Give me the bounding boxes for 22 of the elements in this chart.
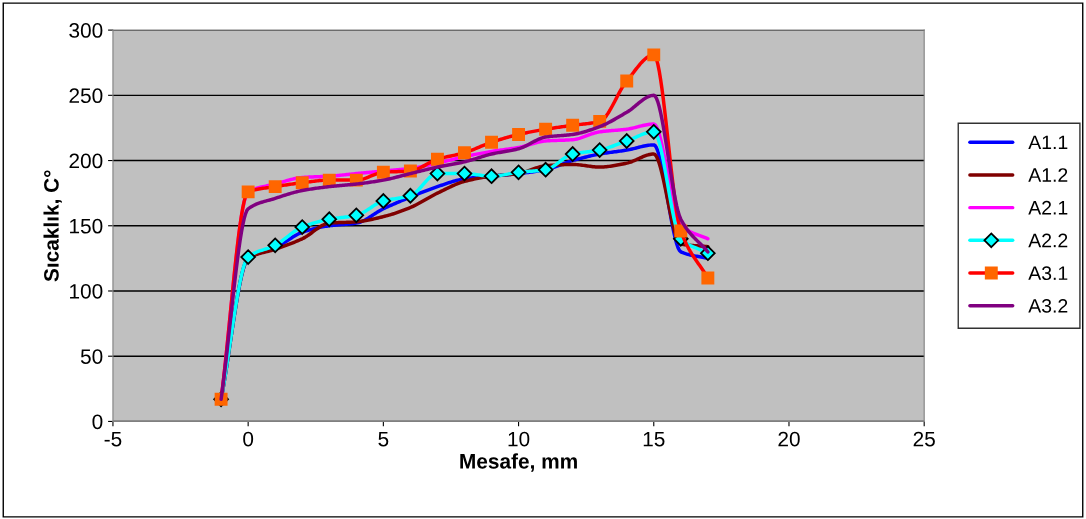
y-tick-label: 100 bbox=[70, 283, 103, 299]
x-tick-label: 25 bbox=[913, 431, 935, 447]
legend-label: A2.2 bbox=[1028, 233, 1068, 248]
y-tick-label: 300 bbox=[69, 23, 103, 38]
x-tick-label: 10 bbox=[508, 431, 530, 447]
x-axis-title: Mesafe, mm bbox=[460, 453, 577, 472]
legend-label: A3.1 bbox=[1028, 266, 1068, 281]
legend-label: A1.2 bbox=[1028, 168, 1068, 182]
y-tick-label: 150 bbox=[70, 218, 103, 234]
y-tick-label: 50 bbox=[80, 349, 103, 364]
legend-label: A2.1 bbox=[1028, 200, 1068, 215]
x-tick-label: -5 bbox=[104, 431, 122, 447]
y-tick-label: 250 bbox=[69, 88, 103, 104]
x-tick-label: 15 bbox=[643, 431, 665, 447]
y-tick-label: 0 bbox=[92, 414, 103, 430]
legend-label: A1.1 bbox=[1028, 135, 1068, 150]
x-tick-label: 20 bbox=[778, 431, 800, 447]
legend-label: A3.2 bbox=[1028, 298, 1068, 313]
x-tick-label: 0 bbox=[243, 431, 254, 447]
y-axis-title: Sıcaklık, C° bbox=[43, 170, 62, 282]
x-tick-label: 5 bbox=[378, 431, 389, 447]
y-tick-label: 200 bbox=[69, 153, 103, 169]
